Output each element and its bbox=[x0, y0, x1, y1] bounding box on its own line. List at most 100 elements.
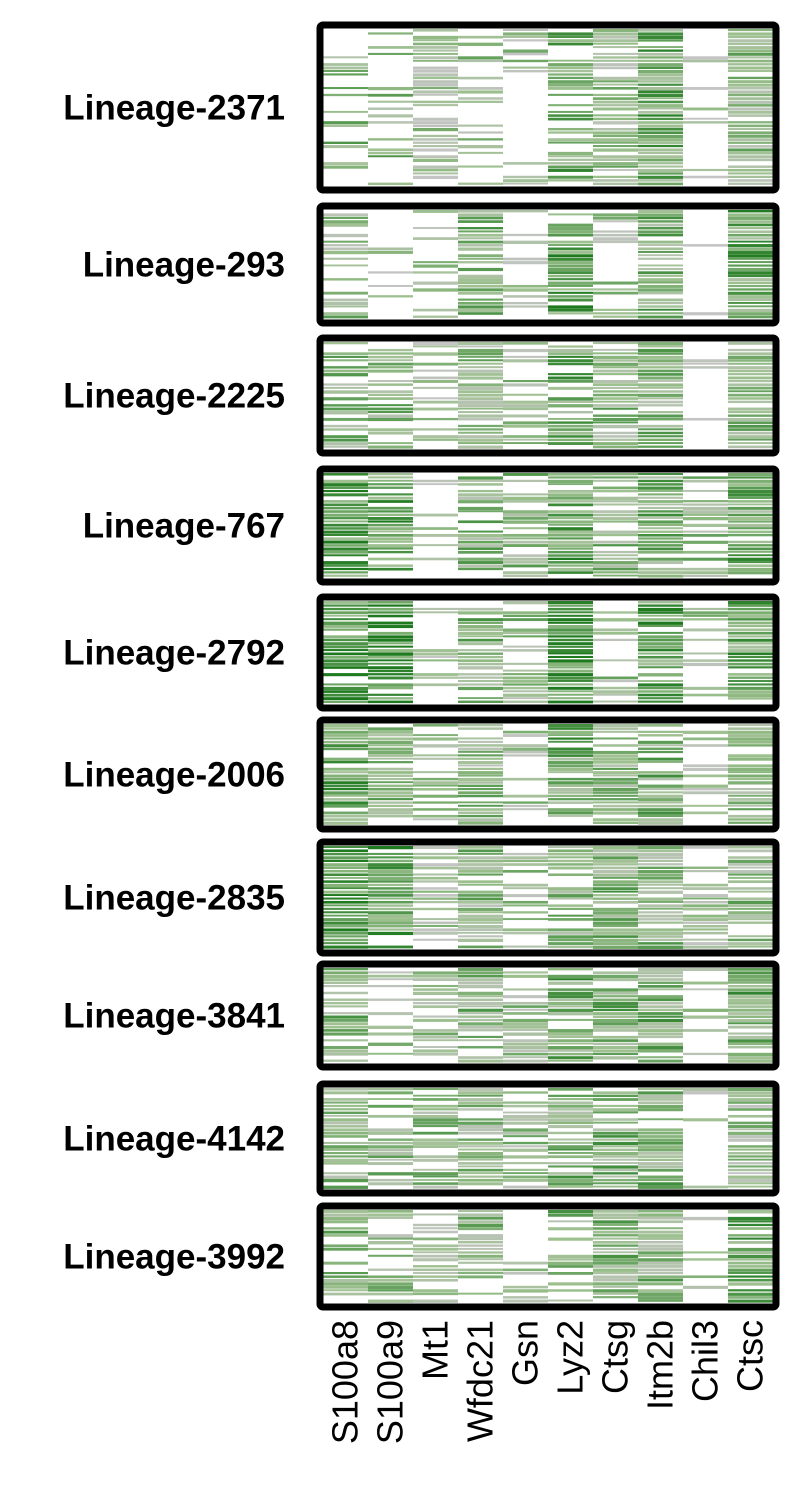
heatmap-cell bbox=[458, 1059, 503, 1063]
heatmap-cell bbox=[368, 649, 413, 653]
heatmap-cell bbox=[548, 1289, 593, 1292]
heatmap-cell bbox=[548, 690, 593, 693]
heatmap-cell bbox=[548, 628, 593, 632]
heatmap-cell bbox=[413, 141, 458, 144]
heatmap-cell bbox=[548, 362, 593, 366]
heatmap-cell bbox=[503, 1111, 548, 1114]
heatmap-cell bbox=[638, 250, 683, 253]
heatmap-cell bbox=[683, 168, 728, 172]
heatmap-cell bbox=[638, 141, 683, 145]
heatmap-cell bbox=[728, 988, 773, 992]
heatmap-cell bbox=[593, 29, 638, 32]
heatmap-cell bbox=[503, 393, 548, 396]
heatmap-cell bbox=[413, 897, 458, 900]
heatmap-cell bbox=[413, 397, 458, 400]
heatmap-cell bbox=[638, 127, 683, 131]
heatmap-cell bbox=[368, 295, 413, 298]
heatmap-cell bbox=[593, 216, 638, 220]
heatmap-cell bbox=[683, 907, 728, 911]
heatmap-cell bbox=[548, 1104, 593, 1108]
heatmap-cell bbox=[323, 794, 368, 797]
heatmap-cell bbox=[638, 210, 683, 213]
heatmap-cell bbox=[458, 1210, 503, 1213]
heatmap-cell bbox=[593, 998, 638, 1002]
heatmap-cell bbox=[593, 1241, 638, 1244]
heatmap-cell bbox=[728, 774, 773, 778]
heatmap-cell bbox=[323, 486, 368, 489]
heatmap-cell bbox=[323, 873, 368, 876]
heatmap-cell bbox=[638, 267, 683, 271]
heatmap-cell bbox=[323, 737, 368, 740]
heatmap-cell bbox=[638, 693, 683, 697]
heatmap-cell bbox=[593, 424, 638, 429]
heatmap-cell bbox=[548, 110, 593, 113]
heatmap-cell bbox=[638, 506, 683, 510]
heatmap-cell bbox=[638, 233, 683, 237]
heatmap-cell bbox=[368, 352, 413, 355]
heatmap-cell bbox=[368, 523, 413, 527]
heatmap-cell bbox=[593, 1216, 638, 1220]
heatmap-cell bbox=[728, 362, 773, 365]
heatmap-cell bbox=[638, 1241, 683, 1244]
heatmap-cell bbox=[728, 1025, 773, 1029]
heatmap-cell bbox=[458, 1022, 503, 1026]
heatmap-cell bbox=[638, 438, 683, 441]
heatmap-cell bbox=[593, 1292, 638, 1295]
heatmap-cell bbox=[413, 876, 458, 880]
heatmap-cell bbox=[683, 662, 728, 667]
heatmap-cell bbox=[458, 849, 503, 853]
heatmap-cell bbox=[638, 849, 683, 853]
heatmap-cell bbox=[638, 483, 683, 486]
heatmap-cell bbox=[548, 618, 593, 622]
heatmap-cell bbox=[458, 873, 503, 876]
heatmap-cell bbox=[638, 1029, 683, 1033]
heatmap-cell bbox=[728, 781, 773, 785]
heatmap-cell bbox=[638, 369, 683, 373]
heatmap-cell bbox=[413, 683, 458, 687]
heatmap-cell bbox=[458, 240, 503, 244]
heatmap-cell bbox=[323, 811, 368, 815]
heatmap-cell bbox=[458, 683, 503, 686]
heatmap-cell bbox=[593, 540, 638, 544]
heatmap-cell bbox=[458, 1094, 503, 1097]
heatmap-cell bbox=[548, 561, 593, 564]
heatmap-cell bbox=[728, 517, 773, 521]
heatmap-cell bbox=[638, 386, 683, 389]
heatmap-cell bbox=[728, 727, 773, 730]
heatmap-cell bbox=[323, 887, 368, 890]
heatmap-cell bbox=[638, 904, 683, 908]
heatmap-cell bbox=[413, 1114, 458, 1119]
heatmap-cell bbox=[593, 431, 638, 435]
heatmap-cell bbox=[368, 873, 413, 877]
heatmap-cell bbox=[413, 1247, 458, 1251]
heatmap-cell bbox=[728, 247, 773, 251]
heatmap-cell bbox=[638, 288, 683, 292]
heatmap-cell bbox=[548, 859, 593, 863]
heatmap-cell bbox=[458, 1292, 503, 1295]
heatmap-cell bbox=[323, 900, 368, 904]
heatmap-cell bbox=[503, 35, 548, 38]
heatmap-cell bbox=[368, 32, 413, 35]
heatmap-cell bbox=[683, 567, 728, 571]
heatmap-cell bbox=[458, 278, 503, 282]
heatmap-cell bbox=[323, 352, 368, 355]
heatmap-cell bbox=[548, 693, 593, 696]
heatmap-cell bbox=[323, 645, 368, 649]
heatmap-cell bbox=[323, 390, 368, 394]
heatmap-cell bbox=[728, 900, 773, 905]
heatmap-cell bbox=[503, 513, 548, 517]
heatmap-cell bbox=[413, 165, 458, 169]
heatmap-cell bbox=[503, 645, 548, 648]
heatmap-cell bbox=[323, 264, 368, 267]
heatmap-cell bbox=[548, 607, 593, 611]
heatmap-cell bbox=[683, 737, 728, 741]
heatmap-cell bbox=[503, 1012, 548, 1015]
heatmap-cell bbox=[323, 968, 368, 971]
heatmap-cell bbox=[728, 168, 773, 172]
heatmap-cell bbox=[728, 635, 773, 638]
heatmap-cell bbox=[728, 32, 773, 36]
heatmap-cell bbox=[548, 1029, 593, 1033]
heatmap-cell bbox=[503, 1101, 548, 1104]
heatmap-cell bbox=[548, 564, 593, 567]
heatmap-cell bbox=[458, 383, 503, 387]
